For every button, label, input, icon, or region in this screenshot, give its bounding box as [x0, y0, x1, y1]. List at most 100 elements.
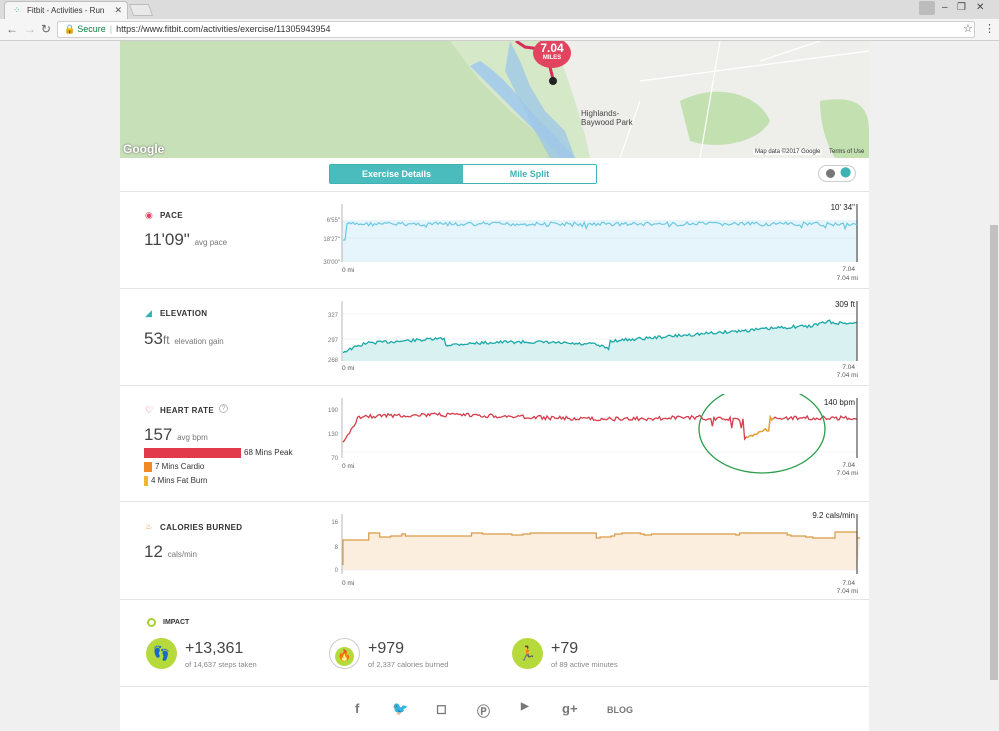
calories-chart[interactable]: 16 8 0 9.2 cals/min 0 mi 7.04 7.04 mi	[320, 510, 860, 595]
zone-cardio-label: 7 Mins Cardio	[155, 462, 205, 472]
elevation-icon: ◢	[145, 308, 152, 318]
browser-toolbar: ← → ↻ 🔒 Secure | https://www.fitbit.com/act…	[0, 19, 999, 41]
instagram-icon[interactable]: ◻	[436, 701, 447, 716]
tab-exercise-details[interactable]: Exercise Details	[330, 165, 463, 183]
active-sub: of 89 active minutes	[551, 660, 618, 669]
pace-ytick-2: 18'27"	[323, 237, 340, 243]
heart-line	[342, 411, 858, 443]
url-separator: |	[109, 24, 113, 34]
impact-section	[120, 599, 869, 686]
zone-fatburn-label: 4 Mins Fat Burn	[151, 476, 208, 486]
heart-line-dip	[746, 414, 774, 438]
secure-label: Secure	[77, 24, 106, 34]
pace-ytick-3: 30'00"	[323, 260, 340, 266]
cal-value: +979	[368, 640, 405, 657]
impact-target-icon	[147, 618, 156, 627]
calories-unit: cals/min	[167, 550, 197, 559]
detail-tabs: Exercise Details Mile Split	[329, 164, 597, 184]
elevation-x-end: 7.04 mi	[837, 372, 858, 379]
scrollbar-thumb[interactable]	[990, 225, 998, 680]
elevation-line	[342, 319, 858, 354]
bookmark-star-icon[interactable]: ☆	[963, 23, 973, 35]
fitbit-favicon-icon: ⁘	[13, 5, 21, 15]
pace-unit: avg pace	[194, 238, 228, 247]
active-value: +79	[551, 640, 579, 657]
pace-number: 11'09"	[144, 230, 190, 249]
elevation-section: ◢ ELEVATION 53ft elevation gain 327 297 …	[120, 288, 869, 385]
heart-chart[interactable]: 190 130 70 140 bpm 0 mi 7.04 7.04 mi	[320, 394, 860, 479]
tab-close-icon[interactable]: ✕	[114, 5, 122, 15]
distance-badge: 7.04 MILES	[533, 41, 571, 68]
address-bar[interactable]: 🔒 Secure | https://www.fitbit.com/activitie…	[57, 21, 975, 38]
map-pin-icon[interactable]: ⬤	[840, 167, 852, 178]
browser-menu-icon[interactable]: ⋮	[984, 23, 995, 35]
elevation-max-label: 309 ft	[835, 300, 856, 309]
pace-line	[343, 220, 857, 241]
clock-icon[interactable]	[826, 169, 835, 178]
pace-x-start: 0 mi	[342, 267, 354, 274]
pinterest-icon[interactable]: Ⓟ	[477, 704, 491, 719]
zone-fatburn: 4 Mins Fat Burn	[144, 476, 207, 486]
heart-x-end-top: 7.04	[842, 462, 855, 469]
calories-max-label: 9.2 cals/min	[812, 511, 855, 520]
pace-title: PACE	[160, 211, 183, 220]
calories-area	[343, 532, 860, 570]
elevation-unit: elevation gain	[174, 337, 224, 346]
restore-icon[interactable]: ❐	[957, 2, 966, 13]
heart-section: ♡ HEART RATE ? 157 avg bpm 68 Mins Peak …	[120, 385, 869, 501]
browser-tab[interactable]: ⁘ Fitbit - Activities - Run ✕	[4, 1, 128, 19]
tab-title: Fitbit - Activities - Run	[27, 6, 105, 15]
back-icon[interactable]: ←	[6, 22, 18, 36]
activity-page: 7.04 MILES Highlands-Baywood Park Google…	[120, 41, 869, 731]
route-map[interactable]: 7.04 MILES Highlands-Baywood Park Google…	[120, 41, 869, 158]
elevation-title: ELEVATION	[160, 309, 208, 318]
new-tab-button[interactable]	[128, 4, 154, 16]
map-terms-link[interactable]: Terms of Use	[829, 149, 865, 155]
zone-peak-bar	[144, 448, 241, 458]
elevation-x-end-top: 7.04	[842, 364, 855, 371]
elevation-value: 53ft elevation gain	[144, 329, 224, 349]
calories-ytick-3: 0	[335, 568, 339, 574]
elevation-number: 53	[144, 329, 163, 348]
calories-section: ♨ CALORIES BURNED 12 cals/min 16 8 0 9.2…	[120, 501, 869, 599]
tab-mile-split[interactable]: Mile Split	[463, 165, 596, 183]
zone-cardio-bar	[144, 462, 152, 472]
location-pin-icon: ◉	[145, 210, 153, 220]
blog-link[interactable]: BLOG	[607, 705, 633, 715]
elevation-chart[interactable]: 327 297 268 309 ft 0 mi 7.04 7.04 mi	[320, 297, 860, 382]
heart-max-label: 140 bpm	[824, 398, 855, 407]
facebook-icon[interactable]: f	[355, 701, 360, 716]
pace-ytick-1: 6'55"	[327, 218, 340, 224]
calories-x-start: 0 mi	[342, 580, 354, 587]
pace-section: ◉ PACE 11'09" avg pace 6'55" 18'27" 30'0…	[120, 191, 869, 288]
footer: f 🐦 ◻ Ⓟ ▶ g+ BLOG	[120, 686, 869, 731]
elevation-ytick-3: 268	[328, 358, 339, 364]
heart-ytick-3: 70	[331, 456, 338, 462]
twitter-icon[interactable]: 🐦	[392, 701, 409, 716]
elevation-x-start: 0 mi	[342, 365, 354, 372]
elevation-ytick-1: 327	[328, 313, 339, 319]
forward-icon[interactable]: →	[24, 22, 36, 36]
steps-value: +13,361	[185, 640, 244, 657]
window-close-icon[interactable]: ✕	[976, 2, 985, 13]
help-icon[interactable]: ?	[219, 404, 228, 413]
youtube-icon[interactable]: ▶	[521, 701, 529, 712]
impact-calories: 🔥 +979 of 2,337 calories burned	[329, 638, 499, 678]
lock-icon: 🔒	[64, 24, 76, 34]
distance-unit: MILES	[542, 55, 562, 61]
heart-x-end: 7.04 mi	[837, 470, 858, 477]
heart-x-start: 0 mi	[342, 463, 354, 470]
reload-icon[interactable]: ↻	[41, 22, 52, 36]
pace-chart[interactable]: 6'55" 18'27" 30'00" 10' 34" 0 mi 7.04 7.…	[320, 200, 860, 285]
calories-ytick-2: 8	[335, 545, 339, 551]
minimize-icon[interactable]: –	[942, 2, 948, 13]
view-toggle[interactable]: ⬤	[818, 165, 856, 182]
cal-sub: of 2,337 calories burned	[368, 660, 449, 669]
calorie-flame-icon: 🔥	[329, 638, 360, 669]
calories-number: 12	[144, 542, 163, 561]
calories-x-end: 7.04 mi	[837, 588, 858, 595]
pace-x-end: 7.04 mi	[837, 275, 858, 282]
footprints-icon: 👣	[146, 638, 177, 669]
googleplus-icon[interactable]: g+	[562, 701, 578, 716]
user-profile-icon[interactable]	[919, 1, 935, 15]
